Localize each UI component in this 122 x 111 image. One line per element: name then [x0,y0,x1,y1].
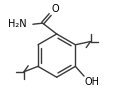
Text: O: O [51,4,59,14]
Text: OH: OH [85,77,100,87]
Text: H₂N: H₂N [8,19,27,29]
